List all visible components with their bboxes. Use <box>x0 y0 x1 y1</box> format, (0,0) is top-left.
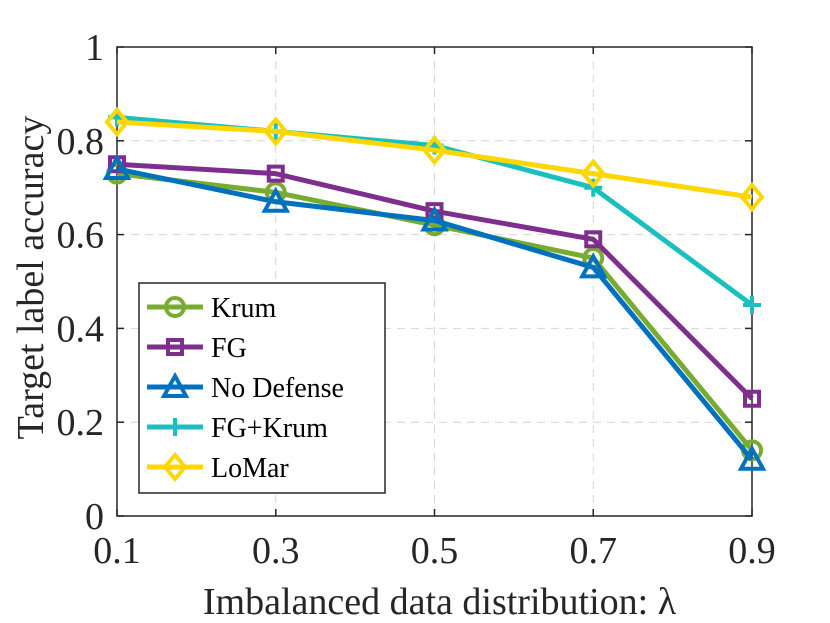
legend-marker-krum <box>164 296 186 318</box>
y-tick-label: 0.4 <box>57 308 105 350</box>
legend-label-no-defense: No Defense <box>211 373 344 404</box>
data-point-fg <box>743 389 761 408</box>
legend-item-fg: FG <box>147 333 247 364</box>
y-axis-label: Target label accuracy <box>10 116 52 440</box>
y-tick-label: 1 <box>85 27 104 69</box>
y-tick-label: 0 <box>85 496 104 538</box>
y-tick-label: 0.2 <box>57 402 105 444</box>
legend-item-lomar: LoMar <box>147 451 289 484</box>
data-point-fg <box>266 164 285 183</box>
legend-item-no-defense: No Defense <box>147 371 344 404</box>
data-point-lomar <box>263 116 289 147</box>
legend-item-fg-krum: FG+Krum <box>147 413 328 444</box>
x-axis-label: Imbalanced data distribution: λ <box>203 581 677 623</box>
axis-ticks <box>116 46 753 517</box>
y-tick-label: 0.8 <box>57 121 105 163</box>
data-point-no-defense <box>420 205 449 232</box>
x-tick-label: 0.3 <box>252 530 300 572</box>
x-tick-label: 0.1 <box>93 530 141 572</box>
legend-label-fg-krum: FG+Krum <box>211 413 328 444</box>
tick-labels: 0.1 0.3 0.5 0.7 0.9 0 0.2 0.4 0.6 0.8 1 <box>57 27 776 572</box>
x-tick-label: 0.7 <box>570 530 618 572</box>
y-tick-label: 0.6 <box>57 215 105 257</box>
legend-marker-fg <box>166 338 184 356</box>
data-point-lomar <box>421 135 448 166</box>
x-tick-label: 0.9 <box>728 530 776 572</box>
data-point-fg-krum <box>743 295 761 314</box>
data-point-lomar <box>104 106 130 138</box>
series-line-lomar <box>116 119 753 200</box>
legend-marker-lomar <box>162 451 188 483</box>
legend-label-fg: FG <box>211 333 247 364</box>
data-point-fg <box>584 230 603 249</box>
legend-item-krum: Krum <box>147 293 277 324</box>
legend-label-lomar: LoMar <box>211 453 289 484</box>
data-point-no-defense <box>261 186 291 213</box>
data-point-no-defense <box>578 252 608 279</box>
legend-marker-no-defense <box>160 371 190 398</box>
data-point-no-defense <box>102 153 132 180</box>
data-point-no-defense <box>737 444 767 471</box>
legend: Krum FG No Defense FG+Krum LoMar <box>138 282 386 494</box>
series-line-krum <box>116 171 754 452</box>
series-lomar <box>104 106 765 213</box>
legend-label-krum: Krum <box>211 293 277 324</box>
series-no-defense <box>102 153 767 471</box>
series-line-no-defense <box>116 166 754 462</box>
data-point-lomar <box>739 181 765 213</box>
series-layer <box>102 106 767 471</box>
data-point-lomar <box>580 158 606 189</box>
legend-marker-fg-krum <box>166 418 184 436</box>
x-tick-label: 0.5 <box>411 530 459 572</box>
